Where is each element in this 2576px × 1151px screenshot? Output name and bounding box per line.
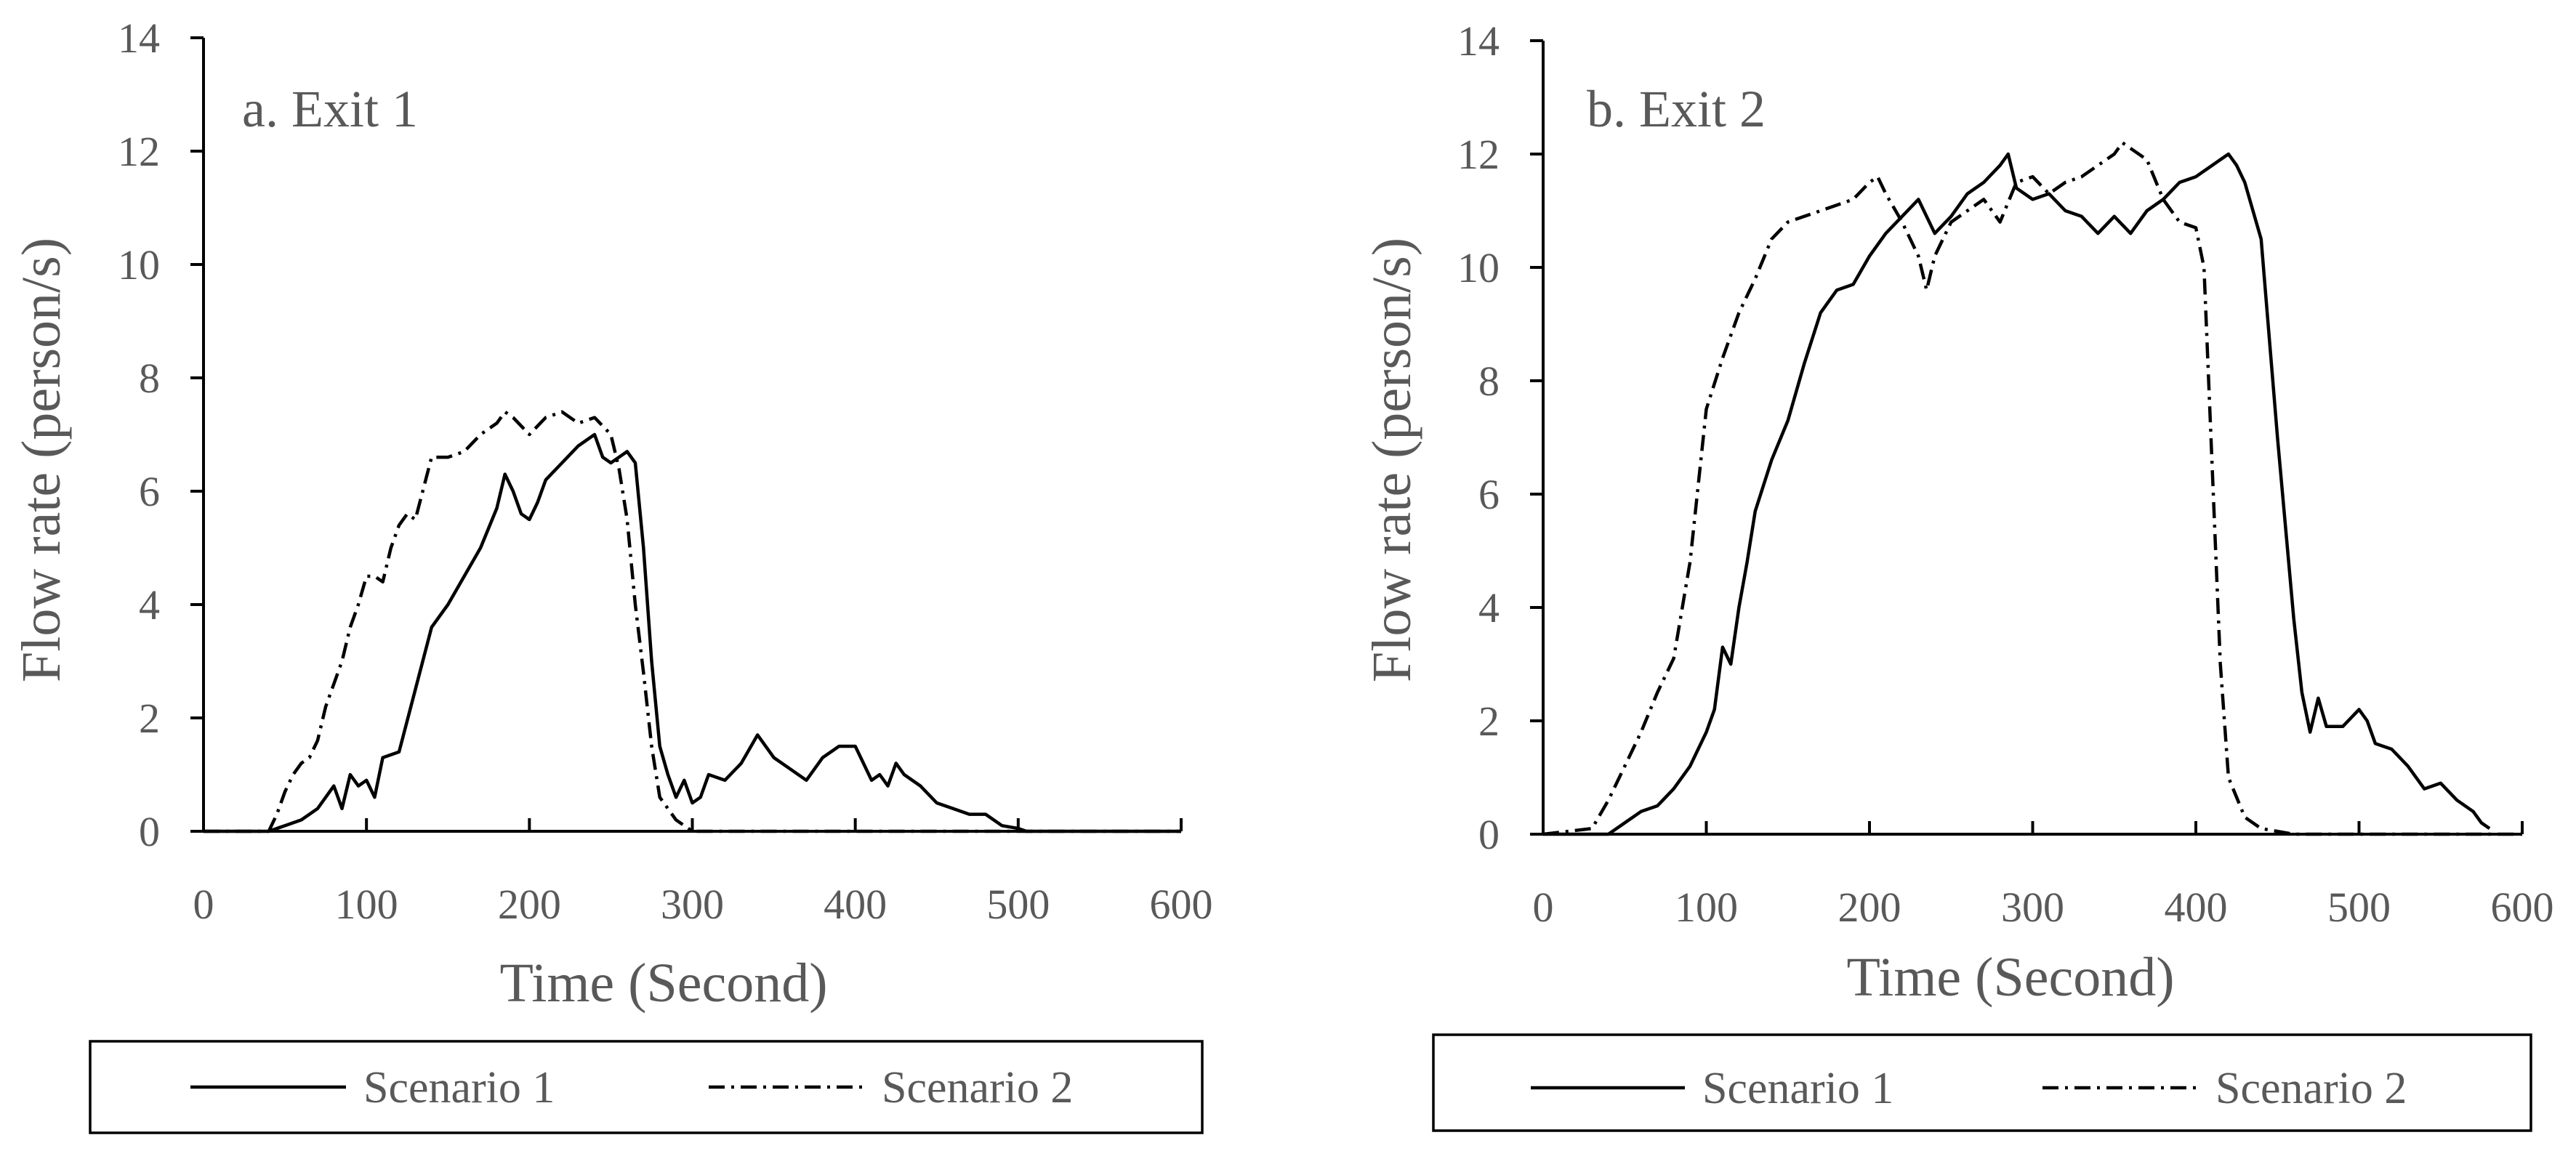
- x-tick-label: 500: [986, 881, 1050, 928]
- y-tick-label: 10: [118, 241, 160, 288]
- x-tick-label: 100: [335, 881, 398, 928]
- y-tick-label: 12: [1457, 131, 1500, 178]
- chart-panel-exit-1: Flow rate (person/s) a. Exit 1 0 2 4 6 8 10 12…: [11, 15, 1213, 1134]
- y-axis-title: Flow rate (person/s): [11, 238, 72, 682]
- series-layer: [204, 410, 1181, 833]
- y-tick-label: 0: [1478, 811, 1500, 858]
- x-axis-title: Time (Second): [1846, 947, 2174, 1008]
- legend: Scenario 1 Scenario 2: [89, 1040, 1204, 1134]
- legend-label-scenario-1: Scenario 1: [1702, 1064, 1893, 1113]
- tick-group: 0 2 4 6 8 10 12 14 0 100 200 300 400 500 600: [118, 15, 1213, 928]
- y-tick-label: 8: [139, 355, 160, 402]
- x-tick-label: 200: [498, 881, 561, 928]
- legend-box: [1432, 1033, 2532, 1132]
- x-tick-label: 600: [2491, 884, 2554, 931]
- series-line-scenario-1: [1543, 152, 2491, 836]
- x-tick-label: 0: [193, 881, 214, 928]
- y-tick-label: 12: [118, 128, 160, 175]
- panel-title: b. Exit 2: [1587, 80, 1766, 138]
- x-tick-label: 200: [1838, 884, 1901, 931]
- x-tick-label: 400: [824, 881, 887, 928]
- series-line-scenario-2: [1542, 141, 2522, 836]
- x-tick-label: 300: [2001, 884, 2064, 931]
- tick-group: 0 2 4 6 8 10 12 14 0 100 200 300 400 500 600: [1457, 17, 2554, 931]
- series-line-scenario-1: [204, 432, 1181, 833]
- x-tick-label: 300: [661, 881, 724, 928]
- y-tick-label: 4: [139, 581, 160, 629]
- x-tick-label: 500: [2327, 884, 2391, 931]
- x-tick-label: 400: [2165, 884, 2228, 931]
- series-line-scenario-2: [204, 410, 1181, 833]
- y-axis-title: Flow rate (person/s): [1361, 238, 1422, 682]
- series-layer: [1542, 141, 2522, 836]
- panel-title: a. Exit 1: [242, 80, 418, 138]
- legend-label-scenario-2: Scenario 2: [882, 1063, 1073, 1112]
- x-tick-label: 600: [1150, 881, 1213, 928]
- y-tick-label: 14: [118, 15, 160, 62]
- y-tick-label: 6: [139, 468, 160, 515]
- legend: Scenario 1 Scenario 2: [1432, 1033, 2532, 1132]
- y-tick-label: 2: [139, 695, 160, 742]
- legend-label-scenario-2: Scenario 2: [2215, 1064, 2407, 1113]
- x-tick-label: 0: [1533, 884, 1554, 931]
- y-tick-label: 10: [1457, 244, 1500, 291]
- y-tick-label: 2: [1478, 698, 1500, 745]
- x-tick-label: 100: [1675, 884, 1738, 931]
- y-tick-label: 8: [1478, 358, 1500, 405]
- chart-panel-exit-2: Flow rate (person/s) b. Exit 2 0 2 4 6 8 10 12…: [1361, 17, 2554, 1132]
- x-axis-title: Time (Second): [499, 953, 827, 1014]
- y-tick-label: 6: [1478, 471, 1500, 518]
- y-tick-label: 4: [1478, 584, 1500, 631]
- y-tick-label: 0: [139, 808, 160, 855]
- legend-label-scenario-1: Scenario 1: [363, 1063, 555, 1112]
- y-tick-label: 14: [1457, 17, 1500, 65]
